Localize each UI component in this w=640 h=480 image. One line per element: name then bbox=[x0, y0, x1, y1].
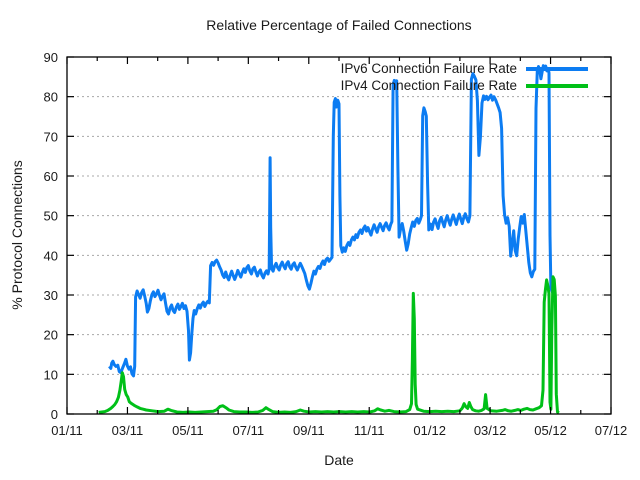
x-tick-label: 07/11 bbox=[233, 423, 265, 438]
chart-title: Relative Percentage of Failed Connection… bbox=[206, 17, 472, 33]
x-tick-label: 03/11 bbox=[112, 423, 144, 438]
y-tick-label: 10 bbox=[44, 367, 58, 382]
legend-item-ipv4: IPv4 Connection Failure Rate bbox=[341, 77, 588, 94]
x-tick-label: 03/12 bbox=[474, 423, 507, 438]
y-axis-label: % Protocol Connections bbox=[9, 160, 25, 310]
series-line-ipv4 bbox=[98, 275, 560, 415]
x-tick-label: 05/11 bbox=[172, 423, 204, 438]
y-tick-label: 60 bbox=[44, 169, 58, 184]
y-tick-label: 40 bbox=[44, 248, 58, 263]
legend: IPv6 Connection Failure Rate IPv4 Connec… bbox=[341, 60, 588, 94]
legend-line-sample-ipv4 bbox=[526, 83, 588, 88]
x-tick-label: 01/11 bbox=[51, 423, 83, 438]
x-axis-label: Date bbox=[324, 452, 354, 468]
x-tick-label: 01/12 bbox=[413, 423, 446, 438]
y-tick-label: 90 bbox=[44, 50, 58, 65]
y-tick-label: 30 bbox=[44, 288, 58, 303]
y-tick-label: 50 bbox=[44, 209, 58, 224]
x-tick-label: 09/11 bbox=[293, 423, 325, 438]
x-tick-label: 07/12 bbox=[595, 423, 628, 438]
legend-label-ipv6: IPv6 Connection Failure Rate bbox=[340, 61, 517, 76]
x-tick-label: 11/11 bbox=[354, 423, 385, 438]
series-line-ipv6 bbox=[108, 64, 556, 378]
legend-label-ipv4: IPv4 Connection Failure Rate bbox=[340, 78, 517, 93]
y-tick-label: 20 bbox=[44, 328, 58, 343]
legend-line-sample-ipv6 bbox=[526, 66, 588, 71]
legend-item-ipv6: IPv6 Connection Failure Rate bbox=[341, 60, 588, 77]
y-tick-label: 0 bbox=[51, 407, 58, 422]
x-tick-label: 05/12 bbox=[534, 423, 567, 438]
y-tick-label: 70 bbox=[44, 129, 58, 144]
y-tick-label: 80 bbox=[44, 90, 58, 105]
